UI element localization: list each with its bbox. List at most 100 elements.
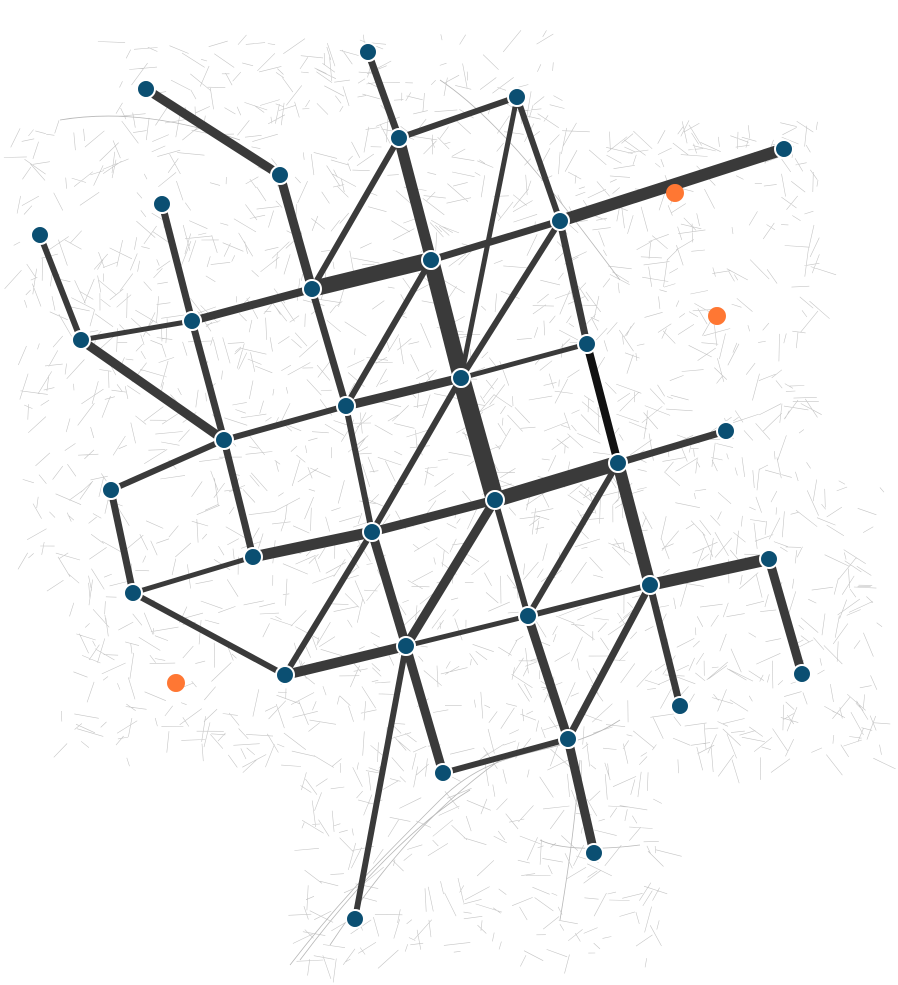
network-edge xyxy=(458,219,563,380)
network-node[interactable] xyxy=(774,139,794,159)
network-node[interactable] xyxy=(152,194,172,214)
network-node[interactable] xyxy=(716,421,736,441)
network-node[interactable] xyxy=(433,763,453,783)
network-edge xyxy=(343,405,375,533)
network-edge xyxy=(646,584,684,707)
network-edge xyxy=(190,285,314,325)
network-edge xyxy=(109,437,226,493)
network-edge xyxy=(423,258,469,380)
network-node[interactable] xyxy=(270,165,290,185)
network-edge xyxy=(107,489,137,594)
network-nodes-layer xyxy=(30,42,812,929)
network-edge xyxy=(764,557,807,676)
network-node[interactable] xyxy=(518,606,538,626)
network-edge xyxy=(514,96,563,222)
arterial-road-3 xyxy=(539,839,641,849)
poi-marker[interactable] xyxy=(167,674,185,692)
network-node[interactable] xyxy=(71,330,91,350)
network-edge xyxy=(564,583,654,741)
network-node[interactable] xyxy=(485,490,505,510)
network-node[interactable] xyxy=(123,583,143,603)
network-edge xyxy=(188,320,228,441)
network-node[interactable] xyxy=(182,311,202,331)
network-edge xyxy=(556,220,591,345)
network-edge xyxy=(617,427,727,467)
network-node[interactable] xyxy=(243,547,263,567)
network-node[interactable] xyxy=(214,430,234,450)
network-node[interactable] xyxy=(362,522,382,542)
network-edge xyxy=(429,217,562,264)
network-edge xyxy=(458,96,520,379)
poi-layer xyxy=(167,184,726,692)
network-node[interactable] xyxy=(507,87,527,107)
network-node[interactable] xyxy=(136,79,156,99)
poi-marker[interactable] xyxy=(666,184,684,202)
street-segments xyxy=(3,30,896,983)
network-edge xyxy=(492,455,621,508)
network-node[interactable] xyxy=(584,843,604,863)
route-edges-layer xyxy=(37,50,807,920)
network-edge xyxy=(527,582,651,619)
network-node[interactable] xyxy=(608,453,628,473)
network-edge xyxy=(310,252,433,297)
network-edge xyxy=(220,439,257,558)
network-node[interactable] xyxy=(550,211,570,231)
network-node[interactable] xyxy=(670,696,690,716)
network-node[interactable] xyxy=(792,664,812,684)
network-node[interactable] xyxy=(345,909,365,929)
network-edge xyxy=(37,233,84,342)
network-edge xyxy=(442,736,569,776)
network-edge xyxy=(405,613,529,649)
network-edge xyxy=(370,495,497,537)
network-node[interactable] xyxy=(389,128,409,148)
network-edge xyxy=(393,136,437,262)
network-node[interactable] xyxy=(759,549,779,569)
network-edge xyxy=(452,375,504,503)
network-node[interactable] xyxy=(577,334,597,354)
network-edge xyxy=(367,530,411,648)
arterial-road-4 xyxy=(439,79,621,281)
poi-marker[interactable] xyxy=(708,307,726,325)
network-node[interactable] xyxy=(101,480,121,500)
network-edge xyxy=(563,737,599,855)
network-edge xyxy=(309,136,402,291)
network-node[interactable] xyxy=(336,396,356,416)
network-node[interactable] xyxy=(30,225,50,245)
network-edge xyxy=(460,341,588,381)
network-edge xyxy=(369,376,464,534)
network-edge xyxy=(583,342,622,465)
network-edge xyxy=(143,85,283,179)
network-edge xyxy=(131,590,287,678)
network-edge xyxy=(352,645,409,920)
network-edge xyxy=(282,530,375,677)
network-edge xyxy=(364,50,403,140)
network-edge xyxy=(132,554,254,596)
network-edge xyxy=(648,553,771,591)
network-node[interactable] xyxy=(421,250,441,270)
network-node[interactable] xyxy=(451,368,471,388)
network-edge xyxy=(343,258,434,408)
network-edge xyxy=(158,203,196,322)
network-edge xyxy=(612,461,656,587)
network-edge xyxy=(401,644,448,775)
network-edge xyxy=(251,526,374,563)
street-network-layer xyxy=(3,30,896,983)
network-edge xyxy=(283,641,408,680)
network-node[interactable] xyxy=(275,665,295,685)
network-edge xyxy=(492,499,531,617)
network-edge xyxy=(275,173,317,291)
network-node[interactable] xyxy=(558,729,578,749)
network-edge xyxy=(402,497,499,649)
network-edge xyxy=(398,94,518,141)
network-edge xyxy=(523,614,573,741)
network-edge xyxy=(525,461,621,618)
network-node[interactable] xyxy=(640,575,660,595)
network-edge xyxy=(80,318,193,343)
network-node[interactable] xyxy=(302,279,322,299)
network-node[interactable] xyxy=(358,42,378,62)
network-node[interactable] xyxy=(396,636,416,656)
network-edge xyxy=(223,403,347,443)
arterial-road-1 xyxy=(299,789,471,961)
network-edge xyxy=(344,373,463,411)
